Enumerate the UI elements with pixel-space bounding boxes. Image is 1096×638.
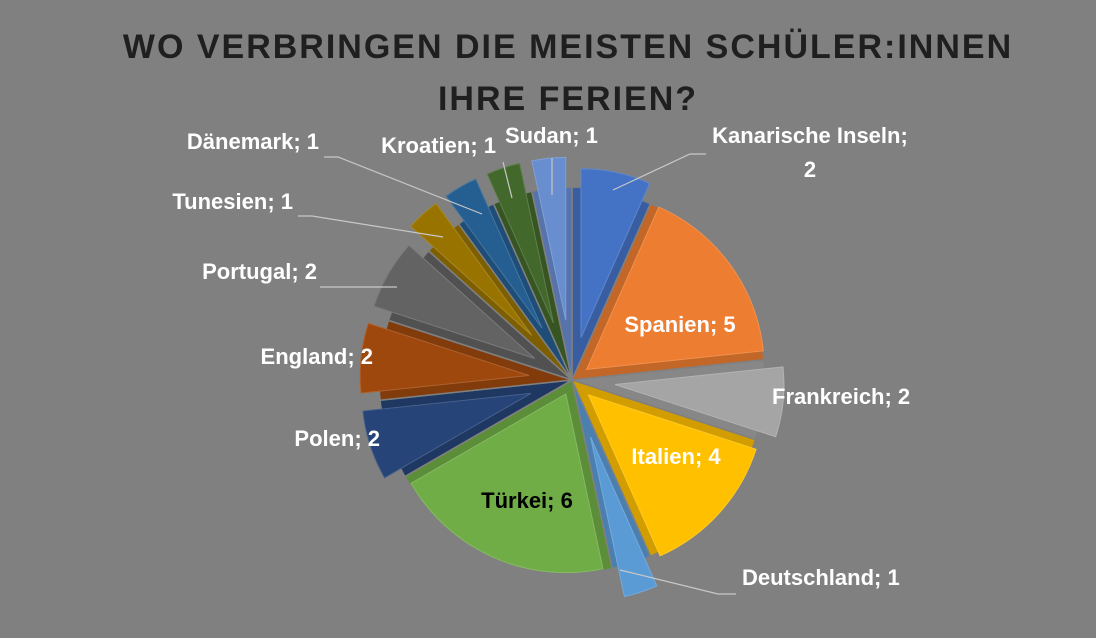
data-label-england: England; 2 <box>261 344 373 369</box>
data-label-tuerkei: Türkei; 6 <box>481 488 573 513</box>
leader-line-kroatien <box>502 161 513 199</box>
pie-slice-frankreich <box>571 359 785 441</box>
pie-slice-sudan-face <box>531 156 567 321</box>
chart-title-line-1: WO VERBRINGEN DIE MEISTEN SCHÜLER:INNEN <box>123 28 1013 66</box>
data-label-portugal: Portugal; 2 <box>202 259 317 284</box>
chart-title-line-2: IHRE FERIEN? <box>438 80 698 118</box>
pie-slice-spanien <box>570 202 765 381</box>
pie-slice-england-face <box>359 322 530 394</box>
pie-slice-frankreich-face <box>614 366 785 438</box>
data-label-frankreich: Frankreich; 2 <box>772 384 910 409</box>
data-label-tunesien: Tunesien; 1 <box>172 189 293 214</box>
pie-slice-italien <box>570 378 757 558</box>
data-label-kanarische-inseln: Kanarische Inseln; 2 <box>712 123 908 182</box>
data-label-kroatien: Kroatien; 1 <box>381 133 496 158</box>
pie-slice-polen <box>362 379 573 479</box>
data-label-spanien: Spanien; 5 <box>624 312 735 337</box>
data-label-sudan: Sudan; 1 <box>505 123 598 148</box>
pie-slice-spanien-face <box>585 206 764 371</box>
pie-slice-portugal-face <box>373 244 535 359</box>
pie-slices <box>359 156 785 598</box>
pie-slice-kanarische-inseln-face <box>580 168 651 338</box>
pie-slice-italien-face <box>587 393 757 557</box>
pie-slice-england <box>359 319 573 401</box>
leader-line-tunesien <box>298 215 444 238</box>
pie-slice-kroatien-face <box>486 162 554 324</box>
pie-slice-tuerkei-face <box>410 393 604 574</box>
data-label-deutschland: Deutschland; 1 <box>742 565 900 590</box>
pie-slice-sudan <box>530 156 573 381</box>
data-label-italien: Italien; 4 <box>631 444 721 469</box>
pie-slice-deutschland <box>571 379 658 598</box>
pie-slice-daenemark-face <box>445 178 543 329</box>
leader-line-deutschland <box>619 569 736 595</box>
leader-lines <box>298 153 736 595</box>
data-label-polen: Polen; 2 <box>294 426 380 451</box>
data-label-daenemark: Dänemark; 1 <box>187 129 319 154</box>
leader-line-kanarische-inseln <box>612 153 706 191</box>
pie-slice-deutschland-face <box>590 436 658 598</box>
pie-slice-tuerkei <box>403 378 614 574</box>
data-labels: Kanarische Inseln; 2 Spanien; 5 Frankreich;… <box>172 123 910 590</box>
pie-slice-polen-face <box>362 392 532 479</box>
leader-line-daenemark <box>324 156 483 215</box>
